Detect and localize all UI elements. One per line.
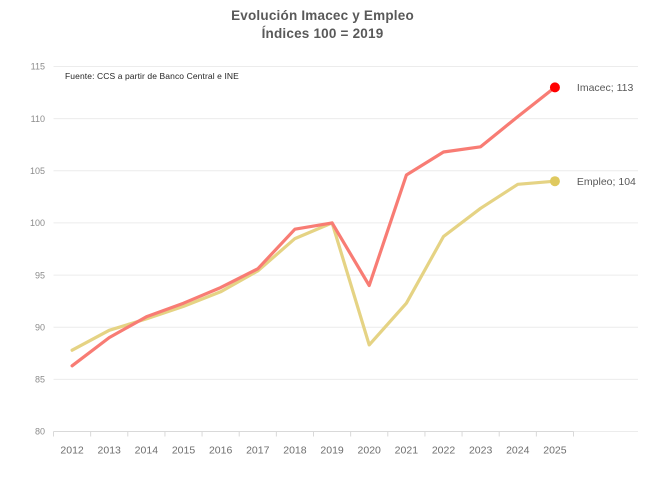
chart-title-line1: Evolución Imacec y Empleo: [231, 8, 414, 23]
source-note: Fuente: CCS a partir de Banco Central e …: [65, 71, 239, 81]
chart-title: Evolución Imacec y Empleo Índices 100 = …: [0, 7, 645, 42]
imacec-end-marker: [549, 82, 560, 93]
imacec-end-label: Imacec; 113: [577, 82, 634, 94]
x-axis-tick-label: 2015: [172, 445, 196, 457]
y-axis-tick-label: 95: [35, 270, 45, 280]
x-axis-tick-label: 2025: [543, 445, 567, 457]
y-axis-tick-label: 105: [30, 166, 45, 176]
x-axis-tick-label: 2016: [209, 445, 233, 457]
x-axis-tick-label: 2012: [60, 445, 84, 457]
chart-title-line2: Índices 100 = 2019: [261, 25, 384, 41]
empleo-line: [70, 179, 557, 352]
x-axis-tick-label: 2017: [246, 445, 270, 457]
x-axis-tick-label: 2023: [469, 445, 493, 457]
imacec-line: [70, 85, 557, 368]
empleo-end-label: Empleo; 104: [577, 176, 636, 188]
x-axis-tick-label: 2013: [98, 445, 122, 457]
x-axis-tick-label: 2019: [320, 445, 344, 457]
x-axis-tick-label: 2024: [506, 445, 530, 457]
y-axis-tick-label: 85: [35, 375, 45, 385]
y-axis-tick-label: 115: [31, 62, 45, 72]
x-axis-tick-label: 2018: [283, 445, 307, 457]
y-axis-tick-label: 100: [30, 218, 45, 228]
x-axis-tick-label: 2021: [395, 445, 419, 457]
x-axis-tick-label: 2020: [358, 445, 382, 457]
y-axis-tick-label: 90: [35, 322, 45, 332]
x-axis-tick-label: 2022: [432, 445, 456, 457]
y-axis-tick-label: 110: [31, 114, 45, 124]
empleo-end-marker: [549, 176, 560, 187]
y-axis-tick-label: 80: [35, 427, 45, 437]
x-axis-tick-label: 2014: [135, 445, 159, 457]
